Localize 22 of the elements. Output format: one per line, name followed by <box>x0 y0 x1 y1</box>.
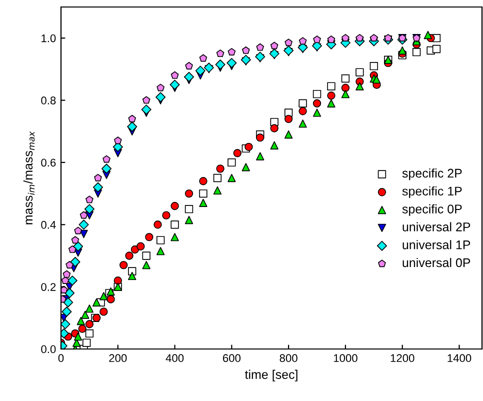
x-tick-label: 1000 <box>334 354 358 362</box>
legend-label: specific 1P <box>402 186 462 198</box>
legend-label: specific 0P <box>402 204 462 216</box>
y-tick-label: 0.0 <box>41 345 56 354</box>
x-tick-label: 1400 <box>448 354 472 362</box>
x-tick-label: 200 <box>109 354 127 362</box>
x-tick-label: 800 <box>280 354 298 362</box>
x-tick-label: 400 <box>166 354 184 362</box>
legend-label: universal 1P <box>402 240 470 250</box>
y-tick-label: 0.2 <box>41 283 56 291</box>
y-axis-title: mass$_{im}$/mass$_{max}$ <box>23 131 35 224</box>
x-tick-label: 0 <box>58 354 64 362</box>
y-tick-label: 0.8 <box>41 96 56 104</box>
x-tick-label: 1200 <box>390 354 414 362</box>
y-tick-label: 0.4 <box>41 220 56 229</box>
legend-label: specific 2P <box>402 168 462 180</box>
x-tick-label: 600 <box>222 354 241 362</box>
legend-label: universal 0P <box>402 258 470 268</box>
y-tick-label: 1.0 <box>42 34 56 42</box>
legend-label: universal 2P <box>402 222 470 232</box>
y-tick-label: 0.6 <box>41 158 56 167</box>
x-axis-title: time [sec] <box>244 370 298 382</box>
